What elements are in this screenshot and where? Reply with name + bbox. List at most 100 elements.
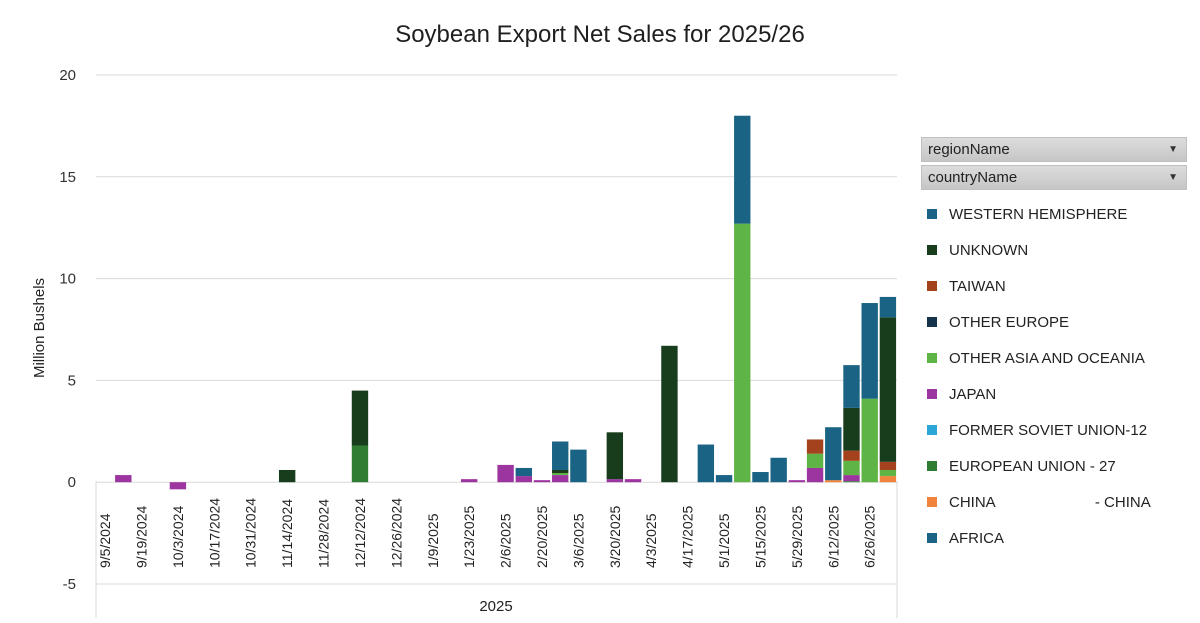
x-tick-label: 9/5/2024 bbox=[97, 513, 113, 568]
x-tick-label: 10/31/2024 bbox=[243, 498, 259, 568]
legend-label: JAPAN bbox=[949, 385, 997, 403]
y-tick-label: 20 bbox=[59, 67, 76, 84]
bar-segment bbox=[351, 445, 369, 483]
y-axis-label: Million Bushels bbox=[31, 278, 48, 378]
bars bbox=[115, 115, 897, 490]
bar-segment bbox=[515, 467, 532, 477]
legend-item[interactable]: CHINA - CHINA bbox=[921, 484, 1187, 520]
legend-label: UNKNOWN bbox=[949, 241, 1029, 259]
bar-segment bbox=[552, 475, 569, 483]
bar-segment bbox=[661, 345, 678, 483]
bar-segment bbox=[570, 449, 587, 483]
dropdown-arrow-icon[interactable]: ▼ bbox=[1168, 172, 1178, 183]
legend-label: FORMER SOVIET UNION-12 bbox=[949, 421, 1148, 439]
x-tick-label: 4/17/2025 bbox=[680, 506, 696, 568]
x-tick-label: 2/20/2025 bbox=[534, 506, 550, 568]
bar-segment bbox=[734, 115, 751, 224]
bar-segment bbox=[879, 469, 897, 477]
bar-segment bbox=[461, 479, 478, 483]
bar-segment bbox=[879, 317, 897, 462]
x-tick-label: 9/19/2024 bbox=[134, 506, 150, 568]
bar-segment bbox=[806, 439, 824, 454]
legend-swatch bbox=[927, 353, 937, 363]
y-tick-label: 15 bbox=[59, 169, 76, 186]
bar-segment bbox=[879, 296, 897, 318]
legend-item[interactable]: FORMER SOVIET UNION-12 bbox=[921, 412, 1187, 448]
legend-item[interactable]: UNKNOWN bbox=[921, 232, 1187, 268]
bar-segment bbox=[843, 475, 860, 482]
x-tick-label: 5/15/2025 bbox=[752, 506, 768, 568]
legend-item[interactable]: EUROPEAN UNION - 27 bbox=[921, 448, 1187, 484]
legend-item[interactable]: WESTERN HEMISPHERE bbox=[921, 196, 1187, 232]
x-axis-ticks: 9/5/2024 9/19/2024 10/3/2024 10/17/2024 10/3… bbox=[97, 498, 878, 568]
legend-label: WESTERN HEMISPHERE bbox=[949, 205, 1128, 223]
legend-swatch bbox=[927, 317, 937, 327]
bar-segment bbox=[715, 475, 733, 483]
legend-item[interactable]: TAIWAN bbox=[921, 268, 1187, 304]
bar-segment bbox=[169, 482, 187, 490]
bar-segment bbox=[843, 407, 860, 451]
x-tick-label: 12/12/2024 bbox=[352, 498, 368, 568]
legend-item[interactable]: AFRICA bbox=[921, 520, 1187, 556]
legend-swatch bbox=[927, 461, 937, 471]
x-tick-label: 11/28/2024 bbox=[316, 499, 332, 568]
x-tick-label: 10/17/2024 bbox=[206, 498, 222, 568]
bar-segment bbox=[552, 473, 569, 476]
legend-item[interactable]: OTHER ASIA AND OCEANIA bbox=[921, 340, 1187, 376]
x-tick-label: 4/3/2025 bbox=[643, 513, 659, 568]
legend-label: CHINA - CHINA bbox=[949, 493, 1151, 511]
legend-list: WESTERN HEMISPHERE UNKNOWN TAIWAN OTHER EUR… bbox=[921, 196, 1187, 556]
bar-segment bbox=[843, 450, 860, 461]
region-name-filter[interactable]: regionName ▼ bbox=[921, 137, 1187, 162]
bar-segment bbox=[806, 453, 824, 468]
x-tick-label: 6/26/2025 bbox=[862, 506, 878, 568]
bar-segment bbox=[552, 469, 569, 474]
legend-label: OTHER ASIA AND OCEANIA bbox=[949, 349, 1145, 367]
legend-label: TAIWAN bbox=[949, 277, 1006, 295]
bar-segment bbox=[825, 427, 842, 481]
legend-swatch bbox=[927, 281, 937, 291]
bar-segment bbox=[861, 398, 878, 483]
bar-segment bbox=[697, 444, 715, 483]
bar-segment bbox=[843, 481, 860, 483]
country-name-filter[interactable]: countryName ▼ bbox=[921, 165, 1187, 190]
x-tick-label: 2/6/2025 bbox=[498, 513, 514, 568]
y-axis-ticks: -5 0 5 10 15 20 bbox=[59, 67, 76, 593]
x-tick-label: 10/3/2024 bbox=[170, 506, 186, 568]
bar-segment bbox=[552, 441, 569, 470]
bar-segment bbox=[879, 461, 897, 470]
bar-segment bbox=[788, 480, 806, 483]
region-name-filter-label: regionName bbox=[928, 141, 1010, 158]
bar-segment bbox=[806, 467, 824, 483]
bar-segment bbox=[606, 479, 624, 483]
x-tick-label: 6/12/2025 bbox=[825, 506, 841, 568]
legend-swatch bbox=[927, 497, 937, 507]
x-group-label: 2025 bbox=[479, 598, 512, 615]
bar-segment bbox=[770, 457, 787, 483]
legend-label: EUROPEAN UNION - 27 bbox=[949, 457, 1116, 475]
bar-segment bbox=[843, 460, 860, 476]
y-tick-label: 0 bbox=[68, 474, 76, 491]
bar-segment bbox=[734, 223, 751, 483]
bar-segment bbox=[825, 480, 842, 483]
bar-segment bbox=[606, 432, 624, 480]
legend-swatch bbox=[927, 533, 937, 543]
legend-swatch bbox=[927, 389, 937, 399]
bar-segment bbox=[843, 365, 860, 408]
y-tick-label: 10 bbox=[59, 271, 76, 288]
bar-segment bbox=[861, 303, 878, 399]
legend-item[interactable]: JAPAN bbox=[921, 376, 1187, 412]
bar-segment bbox=[115, 475, 132, 483]
country-name-filter-label: countryName bbox=[928, 169, 1018, 186]
x-tick-label: 1/9/2025 bbox=[425, 513, 441, 568]
legend-swatch bbox=[927, 209, 937, 219]
x-tick-label: 11/14/2024 bbox=[279, 499, 295, 568]
x-tick-label: 3/20/2025 bbox=[607, 506, 623, 568]
legend-item[interactable]: OTHER EUROPE bbox=[921, 304, 1187, 340]
dropdown-arrow-icon[interactable]: ▼ bbox=[1168, 144, 1178, 155]
bar-segment bbox=[515, 476, 532, 483]
x-tick-label: 3/6/2025 bbox=[570, 513, 586, 568]
bar-segment bbox=[752, 472, 769, 483]
